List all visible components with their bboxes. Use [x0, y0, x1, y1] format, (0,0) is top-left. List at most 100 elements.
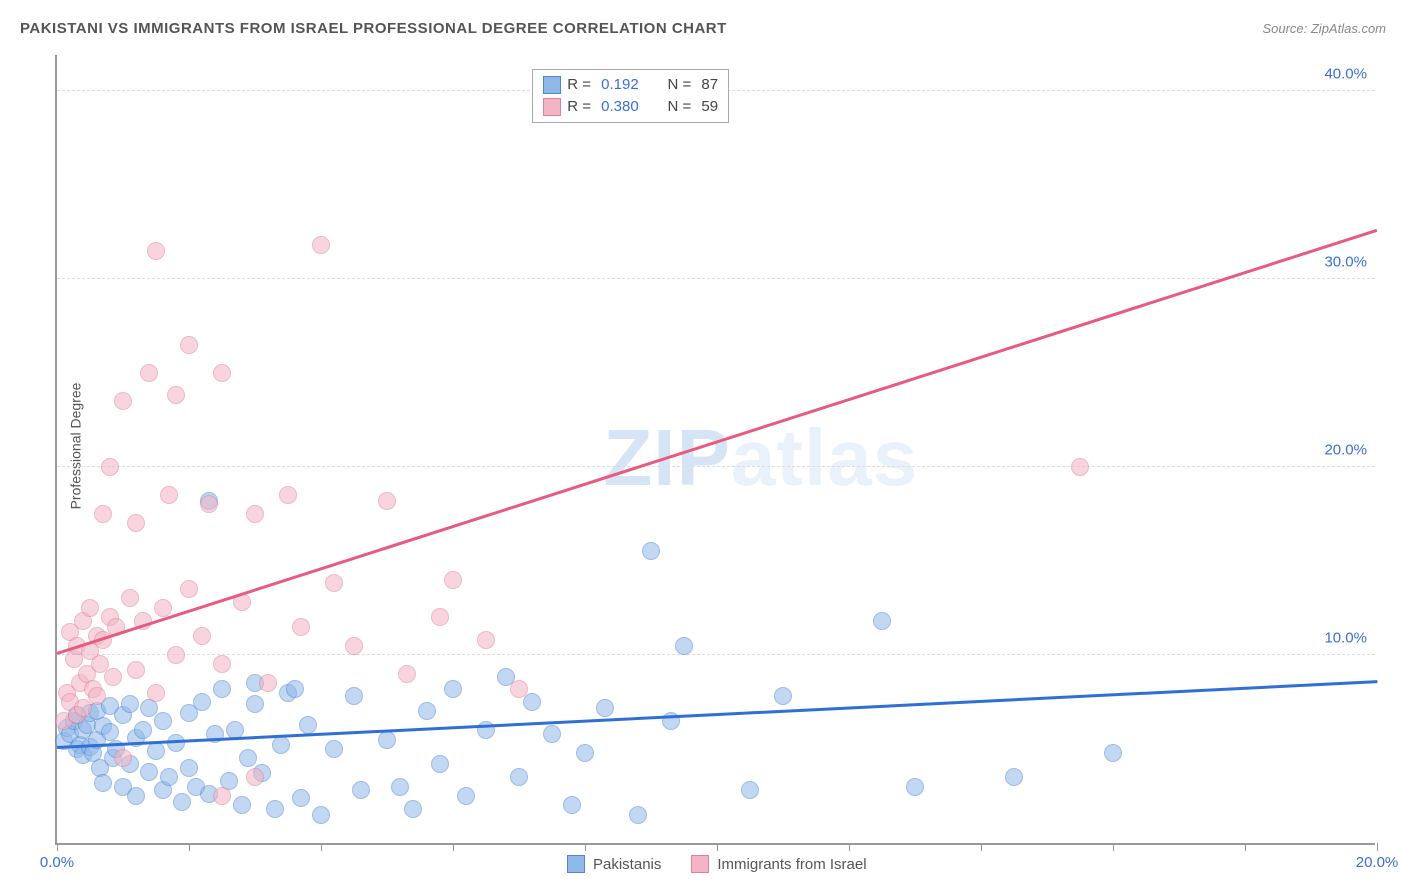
data-point	[239, 749, 257, 767]
data-point	[200, 495, 218, 513]
y-tick-label: 30.0%	[1324, 253, 1367, 270]
data-point	[167, 646, 185, 664]
x-tick	[1113, 843, 1114, 851]
chart-title: PAKISTANI VS IMMIGRANTS FROM ISRAEL PROF…	[20, 20, 727, 37]
stat-r-label: R =	[567, 76, 595, 93]
data-point	[325, 574, 343, 592]
legend-row: R = 0.192 N = 87	[543, 74, 718, 96]
data-point	[312, 806, 330, 824]
x-tick	[585, 843, 586, 851]
y-tick-label: 10.0%	[1324, 629, 1367, 646]
data-point	[160, 486, 178, 504]
data-point	[292, 618, 310, 636]
x-tick	[189, 843, 190, 851]
data-point	[246, 768, 264, 786]
data-point	[1071, 458, 1089, 476]
stat-r-label: R =	[567, 98, 595, 115]
x-tick	[453, 843, 454, 851]
data-point	[233, 796, 251, 814]
data-point	[154, 599, 172, 617]
legend-row: R = 0.380 N = 59	[543, 96, 718, 118]
stat-n-label: N =	[659, 98, 695, 115]
stat-n-value: 59	[701, 98, 718, 115]
legend-item: Pakistanis	[567, 855, 661, 873]
data-point	[543, 725, 561, 743]
data-point	[101, 458, 119, 476]
data-point	[140, 763, 158, 781]
x-tick	[981, 843, 982, 851]
data-point	[127, 787, 145, 805]
x-tick	[717, 843, 718, 851]
data-point	[104, 668, 122, 686]
data-point	[147, 242, 165, 260]
data-point	[510, 680, 528, 698]
data-point	[213, 787, 231, 805]
data-point	[444, 680, 462, 698]
data-point	[299, 716, 317, 734]
source-attribution: Source: ZipAtlas.com	[1262, 21, 1386, 36]
data-point	[147, 684, 165, 702]
data-point	[213, 364, 231, 382]
x-tick	[849, 843, 850, 851]
data-point	[576, 744, 594, 762]
data-point	[444, 571, 462, 589]
data-point	[154, 712, 172, 730]
x-tick	[1377, 843, 1378, 851]
data-point	[213, 655, 231, 673]
data-point	[193, 627, 211, 645]
y-tick-label: 40.0%	[1324, 65, 1367, 82]
data-point	[127, 661, 145, 679]
data-point	[121, 589, 139, 607]
legend-swatch	[567, 855, 585, 873]
scatter-chart: ZIPatlas10.0%20.0%30.0%40.0%0.0%20.0%R =…	[55, 55, 1375, 845]
data-point	[286, 680, 304, 698]
data-point	[675, 637, 693, 655]
trend-line	[57, 229, 1378, 655]
data-point	[114, 749, 132, 767]
data-point	[312, 236, 330, 254]
stat-n-label: N =	[659, 76, 695, 93]
legend-swatch	[543, 98, 561, 116]
data-point	[352, 781, 370, 799]
data-point	[510, 768, 528, 786]
data-point	[88, 687, 106, 705]
data-point	[140, 364, 158, 382]
data-point	[418, 702, 436, 720]
data-point	[523, 693, 541, 711]
legend-label: Pakistanis	[593, 856, 661, 873]
data-point	[1104, 744, 1122, 762]
data-point	[101, 723, 119, 741]
correlation-legend: R = 0.192 N = 87R = 0.380 N = 59	[532, 69, 729, 123]
data-point	[629, 806, 647, 824]
x-tick	[57, 843, 58, 851]
data-point	[279, 486, 297, 504]
data-point	[193, 693, 211, 711]
data-point	[167, 734, 185, 752]
data-point	[741, 781, 759, 799]
data-point	[292, 789, 310, 807]
data-point	[431, 755, 449, 773]
data-point	[272, 736, 290, 754]
data-point	[596, 699, 614, 717]
data-point	[81, 599, 99, 617]
legend-label: Immigrants from Israel	[717, 856, 866, 873]
data-point	[121, 695, 139, 713]
gridline	[57, 654, 1375, 655]
data-point	[563, 796, 581, 814]
data-point	[404, 800, 422, 818]
data-point	[246, 505, 264, 523]
data-point	[114, 392, 132, 410]
legend-swatch	[691, 855, 709, 873]
data-point	[378, 731, 396, 749]
y-tick-label: 20.0%	[1324, 441, 1367, 458]
data-point	[774, 687, 792, 705]
data-point	[173, 793, 191, 811]
data-point	[642, 542, 660, 560]
data-point	[127, 514, 145, 532]
stat-r-value: 0.380	[601, 98, 653, 115]
gridline	[57, 278, 1375, 279]
data-point	[180, 759, 198, 777]
data-point	[167, 386, 185, 404]
data-point	[873, 612, 891, 630]
data-point	[246, 695, 264, 713]
